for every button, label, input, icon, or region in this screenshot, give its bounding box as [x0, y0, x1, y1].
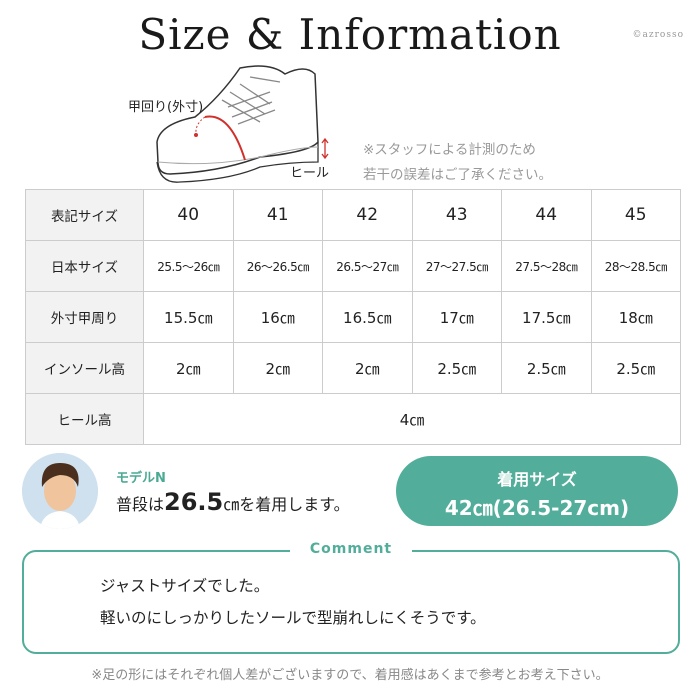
cell: 40: [143, 189, 234, 241]
cell: 2.5㎝: [411, 342, 502, 394]
cell: 17.5㎝: [501, 291, 592, 343]
usual-size-value: 26.5: [164, 488, 224, 516]
cell: 18㎝: [590, 291, 681, 343]
cell: 16㎝: [232, 291, 323, 343]
cell: 25.5～26㎝: [143, 240, 234, 292]
note-line: ※スタッフによる計測のため: [363, 142, 536, 158]
comment-line: 軽いのにしっかりしたソールで型崩れしにくそうです。: [100, 609, 486, 627]
table-row: インソール高 2㎝ 2㎝ 2㎝ 2.5㎝ 2.5㎝ 2.5㎝: [25, 342, 681, 394]
comment-box: [22, 550, 680, 654]
row-header: 表記サイズ: [25, 189, 144, 241]
cell: 44: [501, 189, 592, 241]
size-table: 表記サイズ 40 41 42 43 44 45 日本サイズ 25.5～26㎝ 2…: [25, 189, 681, 445]
cell: 16.5㎝: [322, 291, 413, 343]
page-title: Size & Information: [138, 10, 562, 59]
cell: 28～28.5㎝: [590, 240, 681, 292]
model-usual-size: 普段は26.5㎝を着用します。: [116, 488, 350, 516]
cell: 4㎝: [143, 393, 681, 445]
comment-label: Comment: [290, 541, 412, 557]
note-line: 若干の誤差はご了承ください。: [363, 167, 552, 183]
cell: 17㎝: [411, 291, 502, 343]
cell: 2㎝: [322, 342, 413, 394]
worn-size-badge: 着用サイズ 42㎝(26.5-27cm): [396, 456, 678, 526]
avatar: [22, 453, 98, 529]
cell: 2.5㎝: [501, 342, 592, 394]
table-row: 外寸甲周り 15.5㎝ 16㎝ 16.5㎝ 17㎝ 17.5㎝ 18㎝: [25, 291, 681, 343]
cell: 2㎝: [232, 342, 323, 394]
model-avatar: [22, 453, 98, 533]
brand-logo: ©azrosso: [632, 30, 684, 40]
cell: 45: [590, 189, 681, 241]
cell: 26.5～27㎝: [322, 240, 413, 292]
table-row: 表記サイズ 40 41 42 43 44 45: [25, 189, 681, 241]
table-row: ヒール高 4㎝: [25, 393, 681, 445]
table-row: 日本サイズ 25.5～26㎝ 26～26.5㎝ 26.5～27㎝ 27～27.5…: [25, 240, 681, 292]
text: ㎝を着用します。: [223, 495, 350, 514]
cell: 41: [232, 189, 323, 241]
row-header: 日本サイズ: [25, 240, 144, 292]
cell: 42: [322, 189, 413, 241]
cell: 15.5㎝: [143, 291, 234, 343]
measurement-note: ※スタッフによる計測のため 若干の誤差はご了承ください。: [363, 138, 552, 188]
row-header: インソール高: [25, 342, 144, 394]
instep-label: 甲回り(外寸): [128, 100, 204, 115]
footer-note: ※足の形にはそれぞれ個人差がございますので、着用感はあくまで参考とお考え下さい。: [91, 668, 609, 683]
row-header: ヒール高: [25, 393, 144, 445]
cell: 2㎝: [143, 342, 234, 394]
comment-line: ジャストサイズでした。: [100, 577, 270, 595]
model-name: モデルN: [116, 471, 166, 486]
row-header: 外寸甲周り: [25, 291, 144, 343]
cell: 26～26.5㎝: [232, 240, 323, 292]
cell: 27～27.5㎝: [411, 240, 502, 292]
cell: 27.5～28㎝: [501, 240, 592, 292]
cell: 2.5㎝: [590, 342, 681, 394]
cell: 43: [411, 189, 502, 241]
heel-label: ヒール: [290, 166, 330, 181]
text: 普段は: [116, 495, 165, 514]
shoe-diagram: [156, 65, 329, 183]
worn-size-label: 着用サイズ: [497, 470, 577, 489]
worn-size-value: 42㎝(26.5-27cm): [444, 496, 630, 520]
